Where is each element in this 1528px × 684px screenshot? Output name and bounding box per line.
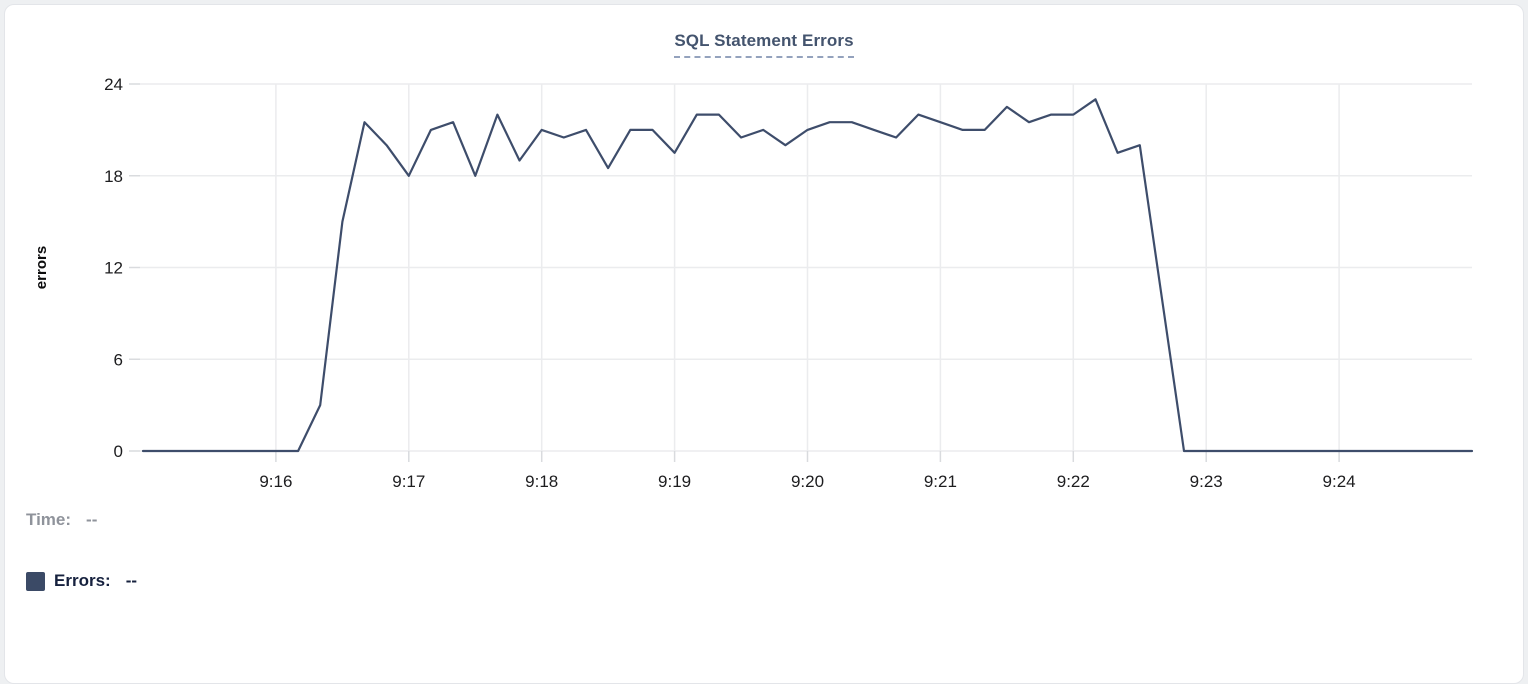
y-tick-label: 6 (114, 350, 123, 369)
time-value: -- (86, 510, 98, 529)
y-tick-label: 18 (104, 167, 123, 186)
errors-series-line (141, 98, 1474, 453)
x-tick-label: 9:19 (658, 472, 691, 491)
x-tick-label: 9:24 (1323, 472, 1356, 491)
x-tick-label: 9:23 (1190, 472, 1223, 491)
errors-readout-row: Errors: -- (26, 569, 137, 593)
y-axis-title: errors (33, 246, 50, 289)
time-label: Time: (26, 510, 72, 529)
errors-chart[interactable]: 0 6 12 18 24 9:16 9:17 9:18 9:19 9:20 9:21 9:22 9:23… (0, 0, 1528, 505)
errors-series-swatch-icon (26, 571, 45, 591)
x-tick-label: 9:16 (259, 472, 292, 491)
errors-value: -- (125, 571, 138, 590)
chart-title-wrap: SQL Statement Errors (0, 31, 1528, 58)
x-tick-label: 9:22 (1057, 472, 1090, 491)
x-tick-label: 9:21 (924, 472, 957, 491)
hover-readout: Time: -- Errors: -- (26, 508, 137, 630)
x-tick-label: 9:18 (525, 472, 558, 491)
errors-label: Errors: (54, 571, 111, 590)
x-tick-label: 9:17 (392, 472, 425, 491)
time-readout-row: Time: -- (26, 508, 137, 532)
chart-title[interactable]: SQL Statement Errors (674, 31, 854, 58)
y-tick-label: 24 (104, 75, 123, 94)
y-tick-label: 0 (114, 442, 123, 461)
card-background (4, 4, 1524, 684)
y-tick-label: 12 (104, 259, 123, 278)
x-tick-label: 9:20 (791, 472, 824, 491)
